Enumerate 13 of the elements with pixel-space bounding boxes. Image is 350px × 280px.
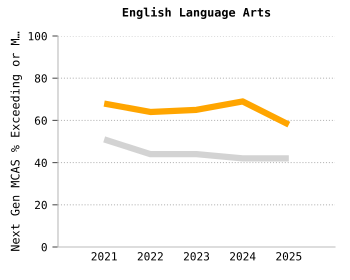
- chart-title: English Language Arts: [122, 6, 270, 19]
- x-tick-label: 2023: [184, 252, 210, 261]
- x-tick-label: 2021: [92, 252, 117, 261]
- y-tick-label: 20: [35, 200, 47, 210]
- y-tick-label: 80: [34, 74, 47, 83]
- x-tick-label: 2022: [138, 252, 163, 261]
- y-tick-label: 40: [34, 158, 47, 168]
- y-axis-title: Next Gen MCAS % Exceeding or M…: [10, 32, 22, 251]
- y-tick-label: 60: [34, 116, 47, 125]
- x-tick-label: 2024: [230, 252, 256, 261]
- y-tick-label: 0: [42, 243, 47, 252]
- x-tick-label: 2025: [276, 252, 302, 261]
- y-tick-label: 100: [28, 32, 47, 40]
